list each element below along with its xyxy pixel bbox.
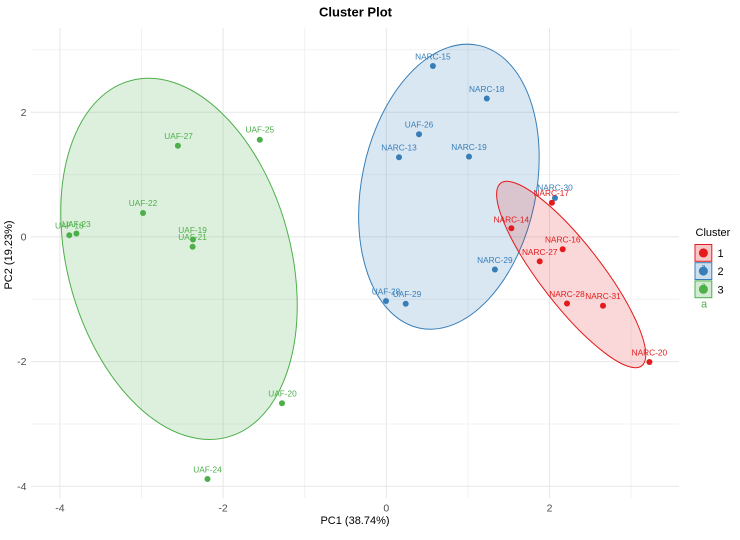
svg-text:Cluster: Cluster xyxy=(696,227,731,239)
svg-text:UAF-25: UAF-25 xyxy=(246,124,275,134)
svg-text:NARC-13: NARC-13 xyxy=(381,143,417,153)
svg-text:1: 1 xyxy=(718,248,724,260)
svg-text:NARC-20: NARC-20 xyxy=(632,347,668,357)
svg-text:NARC-27: NARC-27 xyxy=(522,247,558,257)
svg-text:NARC-29: NARC-29 xyxy=(477,255,513,265)
svg-text:NARC-31: NARC-31 xyxy=(585,291,621,301)
svg-text:NARC-19: NARC-19 xyxy=(451,142,487,152)
svg-text:UAF-26: UAF-26 xyxy=(405,120,434,130)
svg-text:-2: -2 xyxy=(218,503,227,515)
svg-text:0: 0 xyxy=(383,503,389,515)
svg-text:UAF-28: UAF-28 xyxy=(372,286,401,296)
svg-text:2: 2 xyxy=(718,266,724,278)
svg-text:PC1 (38.74%): PC1 (38.74%) xyxy=(320,515,389,527)
svg-text:a: a xyxy=(701,262,706,271)
svg-text:NARC-16: NARC-16 xyxy=(545,235,581,245)
svg-text:UAF-21: UAF-21 xyxy=(178,232,207,242)
svg-text:-2: -2 xyxy=(17,356,26,368)
svg-text:UAF-19: UAF-19 xyxy=(178,225,207,235)
svg-text:UAF-23: UAF-23 xyxy=(62,219,91,229)
svg-text:NARC-14: NARC-14 xyxy=(494,215,530,225)
svg-text:-4: -4 xyxy=(55,503,64,515)
svg-text:Cluster Plot: Cluster Plot xyxy=(319,5,393,20)
svg-text:3: 3 xyxy=(718,284,724,296)
svg-text:NARC-28: NARC-28 xyxy=(549,289,585,299)
svg-text:NARC-17: NARC-17 xyxy=(533,188,569,198)
svg-text:PC2 (19.23%): PC2 (19.23%) xyxy=(3,220,15,289)
svg-text:NARC-18: NARC-18 xyxy=(469,84,505,94)
svg-text:UAF-27: UAF-27 xyxy=(164,131,193,141)
svg-text:UAF-18: UAF-18 xyxy=(55,221,84,231)
svg-text:a: a xyxy=(701,280,706,289)
svg-text:NARC-15: NARC-15 xyxy=(415,51,451,61)
svg-text:a: a xyxy=(701,299,708,311)
svg-text:-4: -4 xyxy=(17,481,26,493)
svg-text:UAF-24: UAF-24 xyxy=(193,464,222,474)
svg-text:0: 0 xyxy=(21,232,27,244)
svg-text:UAF-22: UAF-22 xyxy=(129,198,158,208)
svg-text:UAF-29: UAF-29 xyxy=(393,289,422,299)
svg-text:UAF-20: UAF-20 xyxy=(268,389,297,399)
svg-text:NARC-30: NARC-30 xyxy=(537,182,573,192)
svg-text:2: 2 xyxy=(21,107,27,119)
svg-text:2: 2 xyxy=(547,503,553,515)
